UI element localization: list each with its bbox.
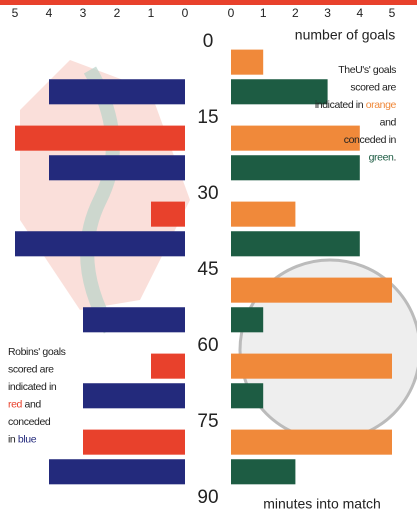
x2-tick-label: 0 (228, 6, 235, 20)
bar (231, 49, 264, 75)
annotation-text: blue (18, 433, 37, 445)
annotation-text: and (22, 398, 41, 410)
x-tick-label: 2 (114, 6, 121, 20)
annotation-text: scored are (350, 81, 396, 93)
annotation-text: scored are (8, 363, 54, 375)
x-tick-label: 0 (182, 6, 189, 20)
bar (231, 383, 264, 409)
x2-tick-label: 1 (260, 6, 267, 20)
y-tick-label: 0 (203, 31, 214, 52)
bar (15, 231, 185, 257)
annotation-text: TheU's' goals (338, 64, 396, 76)
x2-tick-label: 4 (356, 6, 363, 20)
annotation-text: indicated in (8, 381, 57, 393)
bar (231, 353, 392, 379)
bar (83, 429, 185, 455)
x-tick-label: 4 (46, 6, 53, 20)
bar (49, 155, 185, 181)
annotation-line: scored are (350, 81, 396, 93)
x2-tick-label: 5 (389, 6, 396, 20)
annotation-text: orange (366, 99, 397, 111)
y-tick-label: 30 (197, 183, 218, 204)
top-strip (0, 0, 417, 5)
annotation-text: conceded in (344, 134, 397, 146)
annotation-line: green. (369, 151, 396, 163)
annotation-text: and (380, 116, 397, 128)
annotation-line: scored are (8, 363, 54, 375)
y-axis-label: minutes into match (263, 496, 381, 512)
bar (83, 383, 185, 409)
bar (231, 155, 360, 181)
annotation-line: in blue (8, 433, 37, 445)
annotation-line: indicated in orange (315, 99, 397, 111)
bar (15, 125, 185, 151)
bar (49, 79, 185, 105)
bar (151, 201, 185, 227)
bar (231, 231, 360, 257)
crest-bird (80, 66, 120, 334)
annotation-line: and (380, 116, 397, 128)
annotation-line: conceded (8, 416, 51, 428)
y-tick-label: 60 (197, 335, 218, 356)
x2-axis-label: number of goals (295, 27, 395, 43)
x-tick-label: 1 (148, 6, 155, 20)
annotation-text: . (393, 151, 396, 163)
annotation-line: conceded in (344, 134, 397, 146)
y-tick-label: 45 (197, 259, 218, 280)
bar (231, 429, 392, 455)
y-tick-label: 90 (197, 487, 218, 508)
bar (151, 353, 185, 379)
x-tick-label: 3 (80, 6, 87, 20)
annotation-line: red and (8, 398, 41, 410)
annotation-line: TheU's' goals (338, 64, 396, 76)
bar (231, 79, 328, 105)
annotation-text: green (369, 151, 394, 163)
x2-tick-label: 2 (292, 6, 299, 20)
annotation-text: conceded (8, 416, 51, 428)
bar (231, 201, 296, 227)
annotation-text: red (8, 398, 23, 410)
annotation-text: indicated in (315, 99, 366, 111)
annotation-line: Robins' goals (8, 346, 66, 358)
bar (231, 277, 392, 303)
bar (231, 125, 360, 151)
y-tick-label: 15 (197, 107, 218, 128)
annotation-text: in (8, 433, 18, 445)
annotation-text: Robins' goals (8, 346, 66, 358)
bar (83, 307, 185, 333)
y-tick-label: 75 (197, 411, 218, 432)
bar (231, 307, 264, 333)
bar (49, 459, 185, 485)
bar (231, 459, 296, 485)
annotation-line: indicated in (8, 381, 57, 393)
x-tick-label: 5 (12, 6, 19, 20)
x2-tick-label: 3 (324, 6, 331, 20)
